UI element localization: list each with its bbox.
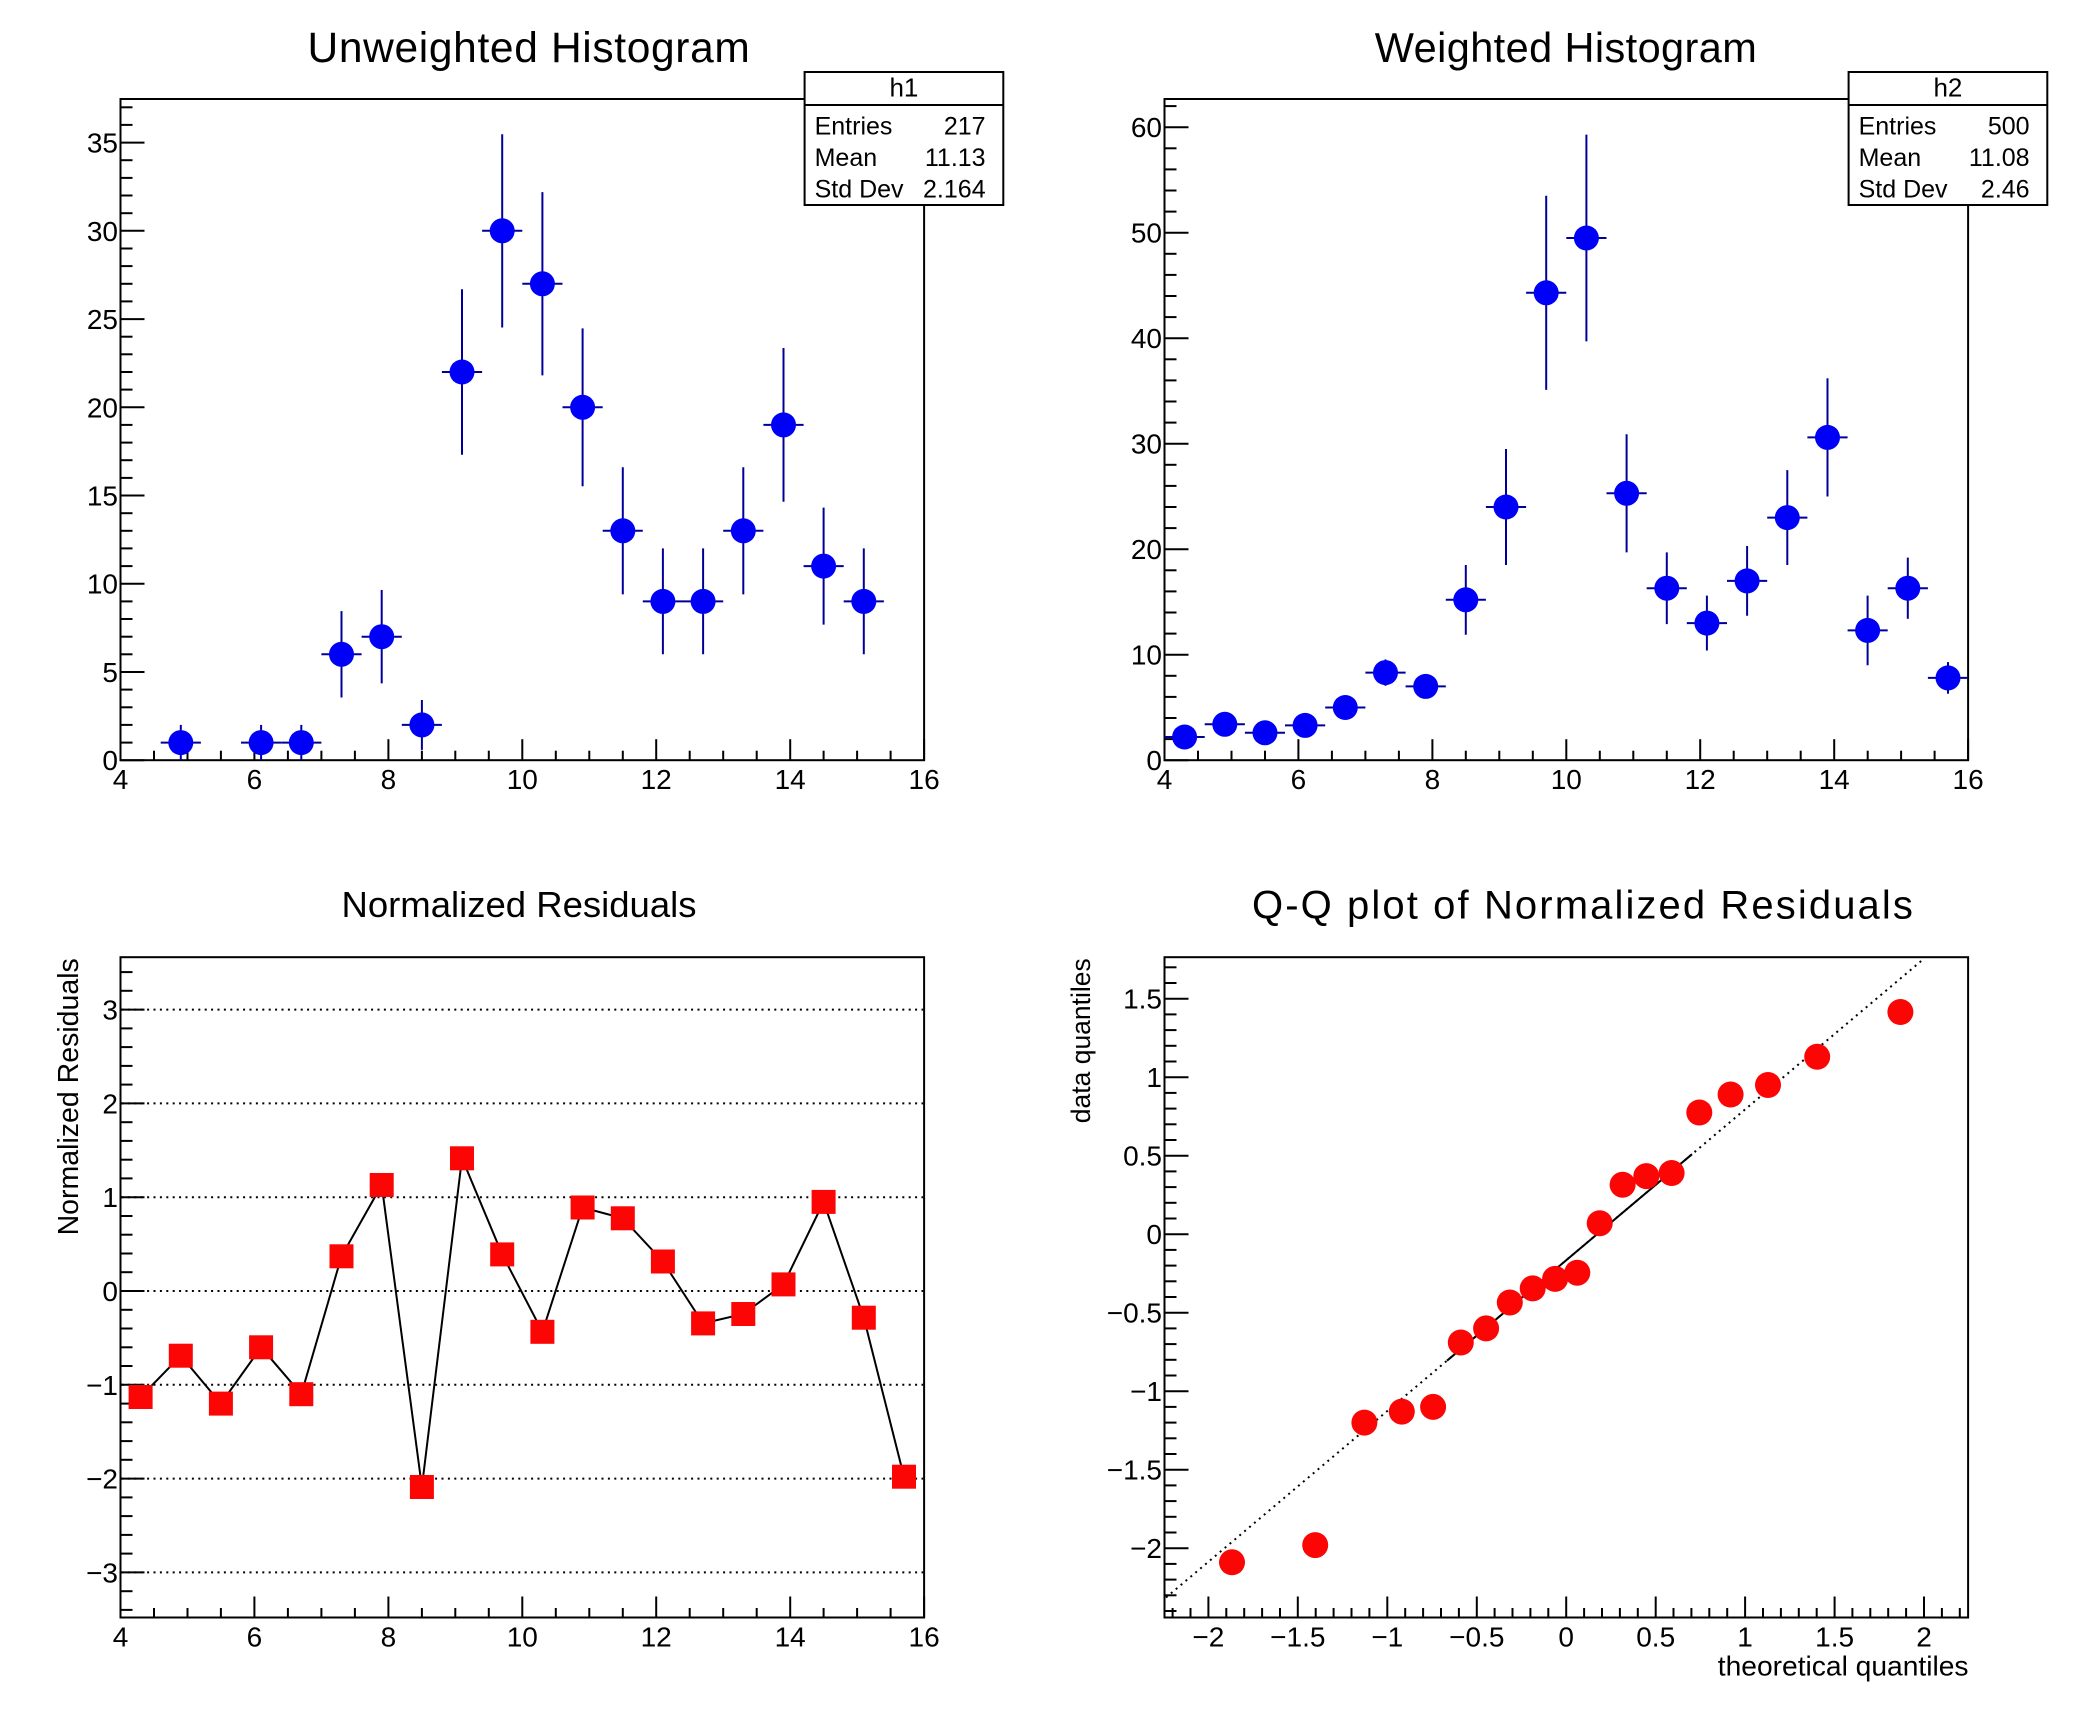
svg-text:−1: −1 <box>86 1370 118 1401</box>
svg-text:14: 14 <box>775 764 806 795</box>
svg-text:−0.5: −0.5 <box>1107 1298 1162 1329</box>
svg-text:0: 0 <box>1146 745 1162 776</box>
svg-text:4: 4 <box>113 1622 129 1653</box>
svg-text:0.5: 0.5 <box>1636 1622 1675 1653</box>
svg-text:Mean: Mean <box>815 144 878 172</box>
svg-text:14: 14 <box>1819 764 1850 795</box>
svg-text:2: 2 <box>102 1088 118 1119</box>
svg-text:217: 217 <box>944 113 986 141</box>
svg-text:1.5: 1.5 <box>1123 984 1162 1015</box>
svg-text:30: 30 <box>1131 429 1162 460</box>
svg-text:30: 30 <box>87 216 118 247</box>
svg-text:−1: −1 <box>1371 1622 1403 1653</box>
svg-text:3: 3 <box>102 995 118 1026</box>
svg-text:8: 8 <box>1425 764 1441 795</box>
svg-text:0: 0 <box>1558 1622 1574 1653</box>
svg-text:60: 60 <box>1131 112 1162 143</box>
svg-text:Q-Q plot of Normalized Residua: Q-Q plot of Normalized Residuals <box>1252 884 1915 928</box>
svg-text:Std Dev: Std Dev <box>815 176 904 204</box>
svg-text:Weighted Histogram: Weighted Histogram <box>1375 24 1757 71</box>
svg-text:Unweighted Histogram: Unweighted Histogram <box>308 25 751 72</box>
svg-text:15: 15 <box>87 481 118 512</box>
svg-text:0: 0 <box>102 1276 118 1307</box>
svg-text:data quantiles: data quantiles <box>1066 958 1096 1123</box>
svg-text:1.5: 1.5 <box>1815 1622 1854 1653</box>
svg-text:Normalized Residuals: Normalized Residuals <box>53 958 85 1235</box>
svg-text:−2: −2 <box>1192 1622 1224 1653</box>
svg-text:−1.5: −1.5 <box>1270 1622 1325 1653</box>
svg-text:h2: h2 <box>1933 73 1962 103</box>
svg-text:Entries: Entries <box>815 113 893 141</box>
svg-text:20: 20 <box>1131 534 1162 565</box>
svg-text:1: 1 <box>1146 1062 1162 1093</box>
svg-text:−2: −2 <box>1130 1533 1162 1564</box>
svg-text:6: 6 <box>247 764 263 795</box>
svg-text:12: 12 <box>641 764 672 795</box>
svg-text:−3: −3 <box>86 1557 118 1588</box>
svg-text:Normalized Residuals: Normalized Residuals <box>341 884 696 925</box>
svg-text:−1.5: −1.5 <box>1107 1455 1162 1486</box>
svg-text:−0.5: −0.5 <box>1449 1622 1504 1653</box>
svg-text:16: 16 <box>1953 764 1984 795</box>
svg-text:−2: −2 <box>86 1464 118 1495</box>
svg-text:0.5: 0.5 <box>1123 1141 1162 1172</box>
svg-text:h1: h1 <box>889 73 918 103</box>
svg-text:0: 0 <box>102 745 118 776</box>
svg-text:6: 6 <box>247 1622 263 1653</box>
svg-text:0: 0 <box>1146 1219 1162 1250</box>
svg-text:25: 25 <box>87 304 118 335</box>
svg-text:Mean: Mean <box>1859 144 1922 172</box>
svg-text:2.164: 2.164 <box>923 176 986 204</box>
svg-text:40: 40 <box>1131 323 1162 354</box>
svg-text:10: 10 <box>507 1622 538 1653</box>
svg-text:10: 10 <box>87 569 118 600</box>
svg-text:10: 10 <box>1551 764 1582 795</box>
svg-text:11.08: 11.08 <box>1969 144 2030 172</box>
svg-text:Std Dev: Std Dev <box>1859 176 1948 204</box>
svg-text:10: 10 <box>1131 640 1162 671</box>
svg-text:2: 2 <box>1916 1622 1932 1653</box>
svg-text:12: 12 <box>1685 764 1716 795</box>
svg-text:−1: −1 <box>1130 1376 1162 1407</box>
svg-text:6: 6 <box>1291 764 1307 795</box>
svg-text:20: 20 <box>87 392 118 423</box>
svg-text:8: 8 <box>381 764 397 795</box>
svg-text:1: 1 <box>102 1182 118 1213</box>
svg-text:2.46: 2.46 <box>1981 176 2030 204</box>
svg-text:theoretical quantiles: theoretical quantiles <box>1718 1650 1969 1682</box>
svg-text:500: 500 <box>1988 113 2030 141</box>
svg-text:50: 50 <box>1131 218 1162 249</box>
svg-text:5: 5 <box>102 657 118 688</box>
svg-text:1: 1 <box>1737 1622 1753 1653</box>
svg-text:11.13: 11.13 <box>925 144 986 172</box>
svg-text:8: 8 <box>381 1622 397 1653</box>
svg-text:35: 35 <box>87 128 118 159</box>
svg-text:10: 10 <box>507 764 538 795</box>
svg-text:14: 14 <box>775 1622 806 1653</box>
svg-text:Entries: Entries <box>1859 113 1937 141</box>
svg-text:4: 4 <box>1157 764 1173 795</box>
svg-text:4: 4 <box>113 764 129 795</box>
svg-text:16: 16 <box>909 764 940 795</box>
svg-text:16: 16 <box>909 1622 940 1653</box>
svg-text:12: 12 <box>641 1622 672 1653</box>
